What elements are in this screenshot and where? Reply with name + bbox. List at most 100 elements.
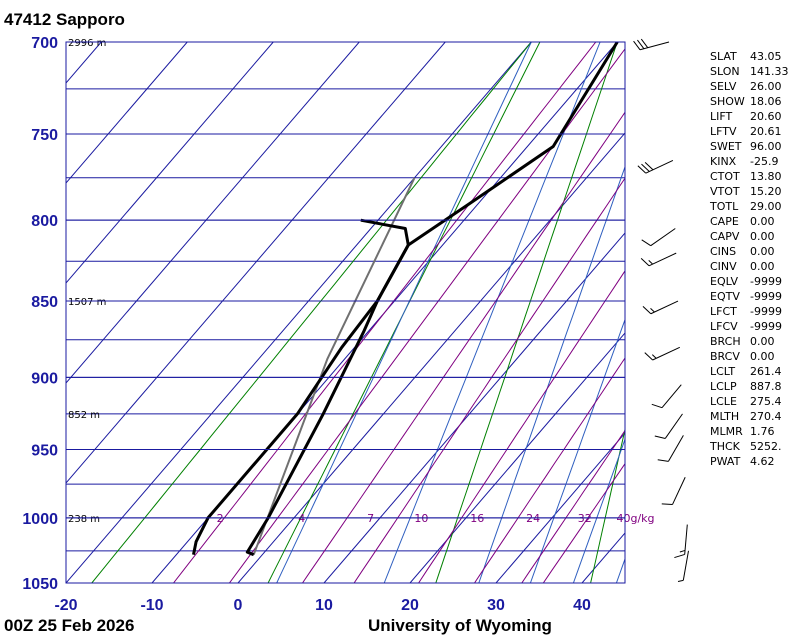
temperature-axis: -20 -10 0 10 20 30 40 (54, 597, 591, 614)
wind-barb (641, 228, 676, 247)
index-key: CINS (710, 245, 737, 258)
wind-barb (657, 435, 684, 462)
mixing-ratio-lines (173, 42, 625, 583)
index-row: LFCV -9999 (710, 319, 789, 334)
index-value: 0.00 (750, 245, 775, 258)
wind-barb (644, 346, 681, 361)
index-key: LCLT (710, 365, 736, 378)
index-row: SELV 26.00 (710, 79, 789, 94)
pressure-tick-label: 950 (31, 442, 58, 459)
pressure-tick-label: 750 (31, 127, 58, 144)
moist-adiabat (529, 318, 625, 583)
moist-adiabat (572, 437, 625, 583)
mixing-ratio-line (302, 111, 625, 583)
index-row: SHOW 18.06 (710, 94, 789, 109)
index-key: EQLV (710, 275, 739, 288)
index-value: -9999 (750, 275, 782, 288)
wind-barb (674, 524, 688, 559)
height-label: 238 m (68, 514, 100, 525)
mixing-ratio-line (542, 462, 625, 583)
index-row: CAPE 0.00 (710, 214, 789, 229)
index-value: -9999 (750, 305, 782, 318)
pressure-tick-label: 1050 (22, 576, 58, 593)
parcel-path (252, 177, 416, 556)
pressure-tick-label: 1000 (22, 511, 58, 528)
isotherm-line (66, 42, 102, 84)
temperature-tick-label: 30 (487, 597, 505, 614)
index-value: 29.00 (750, 200, 782, 213)
index-key: SLAT (710, 50, 737, 63)
index-key: LFCV (710, 320, 738, 333)
isotherm-line (66, 42, 188, 184)
stability-indices: SLAT 43.05 SLON 141.33 SELV 26.00 SHOW 18.06 LIF… (710, 49, 789, 469)
index-key: SLON (710, 65, 740, 78)
index-value: 0.00 (750, 260, 775, 273)
isotherm-line (0, 42, 15, 583)
wind-barb (677, 550, 689, 582)
moist-adiabat (383, 42, 601, 583)
index-row: TOTL 29.00 (710, 199, 789, 214)
dry-adiabat (267, 42, 541, 583)
index-key: SWET (710, 140, 742, 153)
index-key: LCLE (710, 395, 737, 408)
wind-barb (640, 252, 677, 267)
isotherm-line (495, 432, 625, 583)
index-key: CAPV (710, 230, 740, 243)
index-value: 96.00 (750, 140, 782, 153)
index-row: BRCV 0.00 (710, 349, 789, 364)
index-row: CINS 0.00 (710, 244, 789, 259)
station-title: 47412 Sapporo (4, 10, 125, 29)
dry-adiabat (91, 42, 532, 583)
index-key: THCK (710, 440, 740, 453)
index-row: SLAT 43.05 (710, 49, 789, 64)
index-key: SELV (710, 80, 737, 93)
index-key: MLTH (710, 410, 740, 423)
index-row: SLON 141.33 (710, 64, 789, 79)
index-row: CINV 0.00 (710, 259, 789, 274)
moist-adiabat (276, 42, 532, 583)
index-key: MLMR (710, 425, 743, 438)
index-row: THCK 5252. (710, 439, 789, 454)
index-row: CTOT 13.80 (710, 169, 789, 184)
index-row: EQTV -9999 (710, 289, 789, 304)
index-row: PWAT 4.62 (710, 454, 789, 469)
index-value: 20.60 (750, 110, 782, 123)
index-key: PWAT (710, 455, 741, 468)
pressure-tick-label: 700 (31, 35, 58, 52)
index-value: 18.06 (750, 95, 782, 108)
index-value: 270.4 (750, 410, 782, 423)
index-key: BRCH (710, 335, 741, 348)
index-key: BRCV (710, 350, 740, 363)
index-key: SHOW (710, 95, 745, 108)
index-row: LIFT 20.60 (710, 109, 789, 124)
index-key: EQTV (710, 290, 740, 303)
temperature-tick-label: -10 (140, 597, 163, 614)
index-key: TOTL (710, 200, 739, 213)
mixing-ratio-line (521, 429, 625, 583)
dewpoint-profile (192, 218, 410, 555)
wind-barb (651, 384, 682, 409)
index-value: 20.61 (750, 125, 782, 138)
index-row: CAPV 0.00 (710, 229, 789, 244)
index-row: SWET 96.00 (710, 139, 789, 154)
index-row: LCLT 261.4 (710, 364, 789, 379)
index-value: 15.20 (750, 185, 782, 198)
isotherm-line (237, 132, 625, 583)
index-value: 4.62 (750, 455, 775, 468)
observation-time: 00Z 25 Feb 2026 (4, 616, 135, 635)
index-key: CINV (710, 260, 737, 273)
temperature-tick-label: 0 (234, 597, 243, 614)
index-value: -25.9 (750, 155, 779, 168)
mixing-ratio-label: 40g/kg (616, 512, 654, 525)
index-row: LCLP 887.8 (710, 379, 789, 394)
index-row: LFTV 20.61 (710, 124, 789, 139)
moist-adiabat-lines (276, 42, 625, 583)
index-value: 13.80 (750, 170, 782, 183)
index-row: KINX -25.9 (710, 154, 789, 169)
index-value: 0.00 (750, 350, 775, 363)
index-value: 5252. (750, 440, 782, 453)
index-key: CAPE (710, 215, 739, 228)
height-label: 852 m (68, 410, 100, 421)
height-label: 2996 m (68, 38, 106, 49)
